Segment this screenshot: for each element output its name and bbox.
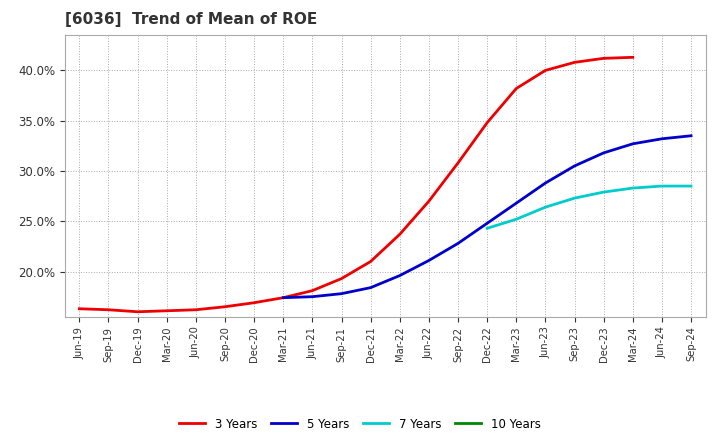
7 Years: [541, 205, 550, 210]
7 Years: [570, 195, 579, 201]
Line: 5 Years: 5 Years: [283, 136, 691, 298]
3 Years: [192, 307, 200, 312]
5 Years: [687, 133, 696, 139]
3 Years: [425, 198, 433, 204]
7 Years: [687, 183, 696, 189]
3 Years: [250, 300, 258, 305]
3 Years: [337, 276, 346, 281]
7 Years: [512, 216, 521, 222]
3 Years: [483, 120, 492, 125]
5 Years: [657, 136, 666, 141]
3 Years: [163, 308, 171, 313]
5 Years: [308, 294, 317, 299]
3 Years: [279, 295, 287, 301]
7 Years: [657, 183, 666, 189]
3 Years: [366, 259, 375, 264]
5 Years: [629, 141, 637, 147]
3 Years: [570, 60, 579, 65]
3 Years: [629, 55, 637, 60]
3 Years: [104, 307, 113, 312]
Text: [6036]  Trend of Mean of ROE: [6036] Trend of Mean of ROE: [65, 12, 317, 27]
5 Years: [512, 201, 521, 206]
7 Years: [483, 226, 492, 231]
3 Years: [599, 56, 608, 61]
3 Years: [308, 288, 317, 293]
Legend: 3 Years, 5 Years, 7 Years, 10 Years: 3 Years, 5 Years, 7 Years, 10 Years: [176, 414, 544, 434]
5 Years: [279, 295, 287, 301]
Line: 3 Years: 3 Years: [79, 57, 633, 312]
3 Years: [395, 232, 404, 237]
3 Years: [220, 304, 229, 309]
5 Years: [337, 291, 346, 296]
5 Years: [366, 285, 375, 290]
5 Years: [454, 241, 462, 246]
5 Years: [599, 150, 608, 155]
5 Years: [395, 273, 404, 278]
3 Years: [133, 309, 142, 315]
Line: 7 Years: 7 Years: [487, 186, 691, 228]
3 Years: [75, 306, 84, 312]
5 Years: [425, 258, 433, 263]
5 Years: [541, 180, 550, 186]
5 Years: [483, 220, 492, 226]
3 Years: [454, 160, 462, 165]
3 Years: [512, 86, 521, 91]
3 Years: [541, 68, 550, 73]
7 Years: [629, 185, 637, 191]
5 Years: [570, 163, 579, 169]
7 Years: [599, 190, 608, 195]
